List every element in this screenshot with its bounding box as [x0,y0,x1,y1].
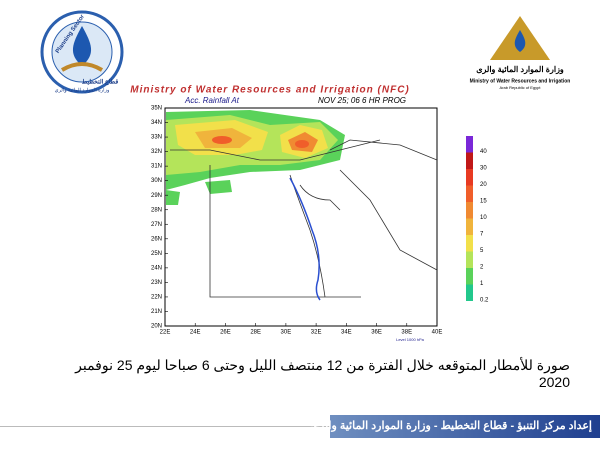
lon-label: 34E [341,330,352,336]
lat-label: 26N [151,236,162,242]
logo-english: Ministry of Water Resources and Irrigati… [470,78,571,84]
logo-ministry: وزارة الموارد المائية والري [55,87,110,93]
legend-label: 10 [480,215,487,221]
legend-swatch [466,136,473,153]
map-subtitle: Acc. Rainfall At [184,96,240,105]
legend-swatch [466,251,473,268]
lon-label: 26E [220,330,231,336]
legend-swatch [466,268,473,285]
right-logo: وزارة الموارد المائية والرى Ministry of … [470,16,571,90]
lat-label: 32N [151,149,162,155]
lon-label: 40E [432,330,443,336]
lat-label: 20N [151,324,162,330]
legend-label: 1 [480,281,484,287]
lat-label: 31N [151,164,162,170]
map-level: Level 1000 hPa [396,337,425,342]
lon-label: 28E [250,330,261,336]
lat-label: 35N [151,106,162,112]
lat-label: 30N [151,178,162,184]
lon-label: 38E [401,330,412,336]
logo-country: Arab Republic of Egypt [500,85,542,90]
legend-label: 0.2 [480,298,489,304]
lon-label: 24E [190,330,201,336]
lat-label: 27N [151,222,162,228]
legend-label: 20 [480,182,487,188]
legend: 40 30 20 15 10 7 5 2 1 0.2 [466,136,489,304]
legend-swatch [466,185,473,202]
legend-label: 7 [480,232,484,238]
legend-swatch [466,218,473,235]
lon-label: 36E [371,330,382,336]
lat-label: 34N [151,120,162,126]
footer-bar: إعداد مركز التنبؤ - قطاع التخطيط - وزارة… [310,415,600,438]
map: Level 1000 hPa 35N 34N 33N 32N 31N 30N 29N 28N 2… [151,106,442,342]
lat-label: 24N [151,265,162,271]
legend-label: 2 [480,265,484,271]
lon-label: 32E [311,330,322,336]
legend-swatch [466,284,473,301]
lon-label: 22E [160,330,171,336]
legend-label: 30 [480,166,487,172]
footer-text: إعداد مركز التنبؤ - قطاع التخطيط - وزارة… [310,420,592,432]
left-logo: Planning Sector قطاع التخطيط وزارة الموا… [40,10,124,94]
legend-swatch [466,152,473,169]
legend-swatch [466,235,473,252]
legend-swatch [466,202,473,219]
legend-label: 5 [480,248,484,254]
lat-label: 21N [151,309,162,315]
map-forecast: NOV 25; 06 6 HR PROG [318,96,406,105]
legend-swatch [466,169,473,186]
separator [0,426,330,427]
legend-label: 15 [480,199,487,205]
lat-label: 28N [151,207,162,213]
lat-label: 33N [151,135,162,141]
lat-label: 23N [151,280,162,286]
lat-label: 22N [151,295,162,301]
lat-label: 29N [151,193,162,199]
map-title: Ministry of Water Resources and Irrigati… [130,85,410,96]
caption: صورة للأمطار المتوقعه خلال الفترة من 12 … [75,357,570,390]
logo-arabic: قطاع التخطيط [82,79,119,86]
legend-label: 40 [480,149,487,155]
lon-label: 30E [281,330,292,336]
lat-label: 25N [151,251,162,257]
logo-arabic: وزارة الموارد المائية والرى [476,65,564,75]
